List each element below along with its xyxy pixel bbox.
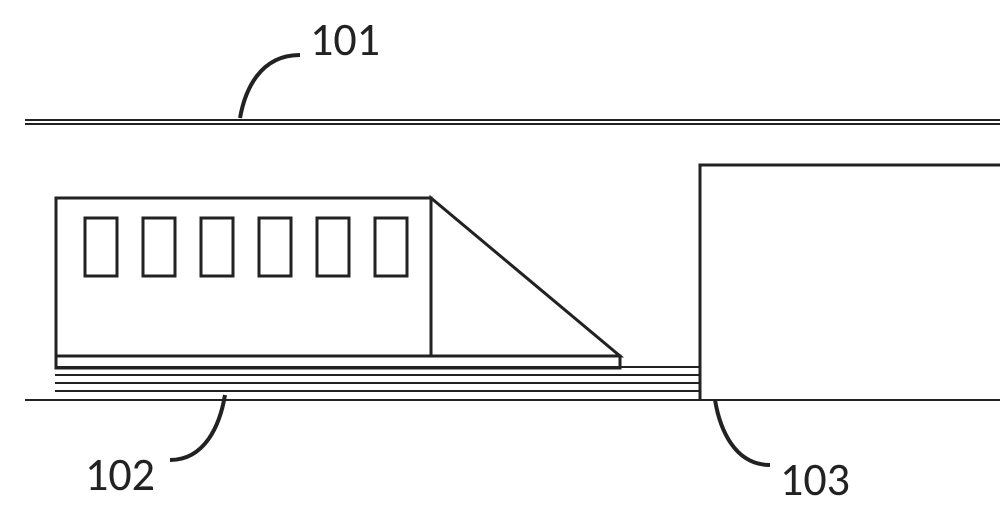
train-window (317, 218, 349, 276)
leader-103 (715, 400, 770, 465)
leader-102 (170, 395, 225, 460)
train-window (143, 218, 175, 276)
train-window (201, 218, 233, 276)
diagram-canvas: 101 102 103 (0, 0, 1000, 511)
train-windows (85, 218, 407, 276)
train-window (375, 218, 407, 276)
label-103: 103 (780, 452, 850, 508)
train-nose (431, 198, 620, 356)
station-block (700, 165, 1000, 400)
train-window (85, 218, 117, 276)
train-window (259, 218, 291, 276)
leader-101 (240, 55, 300, 118)
label-102: 102 (85, 447, 155, 503)
label-101: 101 (310, 12, 380, 68)
